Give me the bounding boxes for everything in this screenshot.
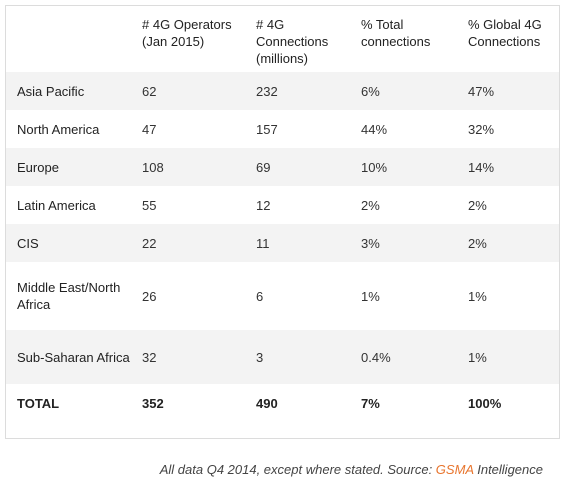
cell-operators: 62 (142, 83, 157, 99)
table-row: Asia Pacific 62 232 6% 47% (6, 72, 559, 110)
table-row: North America 47 157 44% 32% (6, 110, 559, 148)
cell-connections: 6 (256, 288, 264, 304)
cell-region: Middle East/North Africa (17, 280, 121, 312)
table-row: Latin America 55 12 2% 2% (6, 186, 559, 224)
header-pct-total: % Total connections (350, 6, 457, 72)
footnote-prefix: All data Q4 2014, except where stated. S… (159, 462, 436, 477)
cell-pct-global: 100% (468, 395, 502, 411)
data-table-container: # 4G Operators (Jan 2015) # 4G Connectio… (5, 5, 560, 439)
cell-region: TOTAL (17, 395, 60, 411)
cell-pct-global: 1% (468, 288, 487, 304)
cell-operators: 22 (142, 235, 157, 251)
header-region (6, 6, 131, 72)
gsma-source-link[interactable]: GSMA (435, 462, 474, 477)
cell-region: North America (17, 121, 100, 137)
table-header-row: # 4G Operators (Jan 2015) # 4G Connectio… (6, 6, 559, 72)
table-row: Middle East/North Africa 26 6 1% 1% (6, 262, 559, 330)
cell-connections: 12 (256, 197, 271, 213)
header-pct-global: % Global 4G Connections (457, 6, 559, 72)
header-connections: # 4G Connections (millions) (245, 6, 350, 72)
footnote-suffix: Intelligence (473, 462, 543, 477)
cell-connections: 232 (256, 83, 278, 99)
cell-pct-total: 44% (361, 121, 388, 137)
cell-connections: 3 (256, 349, 264, 365)
table-row: CIS 22 11 3% 2% (6, 224, 559, 262)
cell-connections: 490 (256, 395, 278, 411)
cell-connections: 157 (256, 121, 278, 137)
cell-pct-global: 2% (468, 197, 487, 213)
cell-connections: 69 (256, 159, 271, 175)
header-operators: # 4G Operators (Jan 2015) (131, 6, 245, 72)
cell-region: CIS (17, 235, 39, 251)
cell-operators: 47 (142, 121, 157, 137)
cell-pct-total: 7% (361, 395, 380, 411)
cell-pct-global: 47% (468, 83, 495, 99)
cell-operators: 26 (142, 288, 157, 304)
cell-pct-total: 1% (361, 288, 380, 304)
cell-pct-total: 2% (361, 197, 380, 213)
cell-region: Sub-Saharan Africa (17, 349, 130, 365)
table-total-row: TOTAL 352 490 7% 100% (6, 384, 559, 422)
table-row: Sub-Saharan Africa 32 3 0.4% 1% (6, 330, 559, 384)
source-footnote: All data Q4 2014, except where stated. S… (160, 462, 543, 477)
cell-pct-total: 3% (361, 235, 380, 251)
cell-pct-total: 6% (361, 83, 380, 99)
cell-pct-total: 10% (361, 159, 388, 175)
4g-statistics-table: # 4G Operators (Jan 2015) # 4G Connectio… (6, 6, 559, 422)
cell-operators: 55 (142, 197, 157, 213)
cell-pct-global: 1% (468, 349, 487, 365)
cell-pct-global: 2% (468, 235, 487, 251)
cell-region: Latin America (17, 197, 96, 213)
cell-operators: 352 (142, 395, 164, 411)
cell-operators: 32 (142, 349, 157, 365)
cell-connections: 11 (256, 235, 270, 251)
cell-operators: 108 (142, 159, 164, 175)
cell-region: Europe (17, 159, 59, 175)
table-row: Europe 108 69 10% 14% (6, 148, 559, 186)
cell-pct-global: 14% (468, 159, 495, 175)
cell-region: Asia Pacific (17, 83, 85, 99)
cell-pct-total: 0.4% (361, 349, 391, 365)
cell-pct-global: 32% (468, 121, 495, 137)
